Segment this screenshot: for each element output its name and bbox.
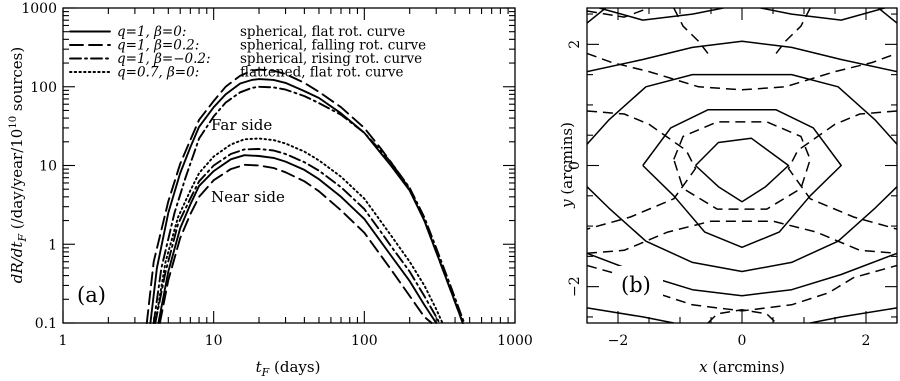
contour-dashed xyxy=(587,8,650,18)
y-tick-label-b: −2 xyxy=(567,276,583,297)
y-tick-label-a: 10 xyxy=(39,159,57,175)
contour-dashed xyxy=(587,52,897,91)
panel-a-label: (a) xyxy=(77,283,106,307)
y-axis-label-b: y (arcmins) xyxy=(558,122,576,209)
series-near-solid xyxy=(157,154,438,324)
panel-a-legend: q=1, β=0: spherical, flat rot. curve q=1, … xyxy=(69,24,426,81)
legend-params: q=1, β=0: xyxy=(117,24,186,40)
y-tick-label-a: 1000 xyxy=(21,1,57,17)
series-near-dotted xyxy=(154,137,444,324)
series-near-longdash xyxy=(158,163,433,324)
y-tick-label-a: 1 xyxy=(48,237,57,253)
panel-b-label: (b) xyxy=(621,273,651,297)
x-tick-label-b: −2 xyxy=(608,333,629,349)
series-near-dashdot xyxy=(154,148,441,324)
contour-solid xyxy=(587,186,897,273)
legend-desc: spherical, rising rot. curve xyxy=(240,51,422,67)
contour-dashed xyxy=(707,308,777,323)
contour-solid xyxy=(587,307,674,323)
contour-dashed xyxy=(787,110,897,230)
panel-b-contours xyxy=(587,8,897,323)
panel-b: −2 0 2 −2 0 2 (b) x (arcmins) y (arcmins) xyxy=(558,7,898,376)
legend-desc: spherical, flat rot. curve xyxy=(240,24,405,40)
x-tick-label-a: 1000 xyxy=(497,333,533,349)
contour-solid xyxy=(587,73,897,145)
panel-b-label-bg xyxy=(617,266,663,300)
contour-dashed xyxy=(587,220,897,255)
contour-solid xyxy=(599,8,724,21)
contour-solid xyxy=(694,137,790,203)
y-tick-label-b: 0 xyxy=(567,161,583,170)
legend-params: q=0.7, β=0: xyxy=(117,65,199,81)
x-tick-label-a: 1 xyxy=(59,333,68,349)
legend-params: q=1, β=0.2: xyxy=(117,38,199,54)
contour-dashed xyxy=(673,121,811,210)
x-axis-label-a: tF (days) xyxy=(256,358,321,379)
series-far-dashdot xyxy=(152,85,466,324)
x-tick-label-b: 2 xyxy=(862,333,871,349)
y-tick-label-a: 0.1 xyxy=(35,316,57,332)
legend-desc: spherical, falling rot. curve xyxy=(240,38,426,54)
contour-solid xyxy=(810,307,897,323)
y-axis-label-a: dR/dtF (/day/year/1010 sources) xyxy=(8,47,29,283)
legend-desc: flattened, flat rot. curve xyxy=(240,65,403,81)
legend-params: q=1, β=−0.2: xyxy=(117,51,211,67)
contour-solid xyxy=(877,8,897,24)
contour-dashed xyxy=(587,110,697,230)
y-tick-label-a: 100 xyxy=(30,80,57,96)
contour-dashed xyxy=(673,8,709,54)
contour-dashed xyxy=(775,8,811,54)
contour-solid xyxy=(587,40,897,73)
contour-solid xyxy=(587,8,607,24)
annotation-near-side: Near side xyxy=(211,188,285,206)
contour-solid xyxy=(642,109,842,249)
x-tick-label-a: 100 xyxy=(351,333,378,349)
x-tick-label-a: 10 xyxy=(205,333,223,349)
panel-b-ticks: −2 0 2 −2 0 2 xyxy=(567,8,898,349)
annotation-far-side: Far side xyxy=(211,116,272,134)
y-tick-label-b: 2 xyxy=(567,40,583,49)
x-axis-label-b: x (arcmins) xyxy=(699,358,785,376)
panel-a-curves xyxy=(145,68,466,324)
contour-solid xyxy=(760,8,885,21)
x-tick-label-b: 0 xyxy=(738,333,747,349)
